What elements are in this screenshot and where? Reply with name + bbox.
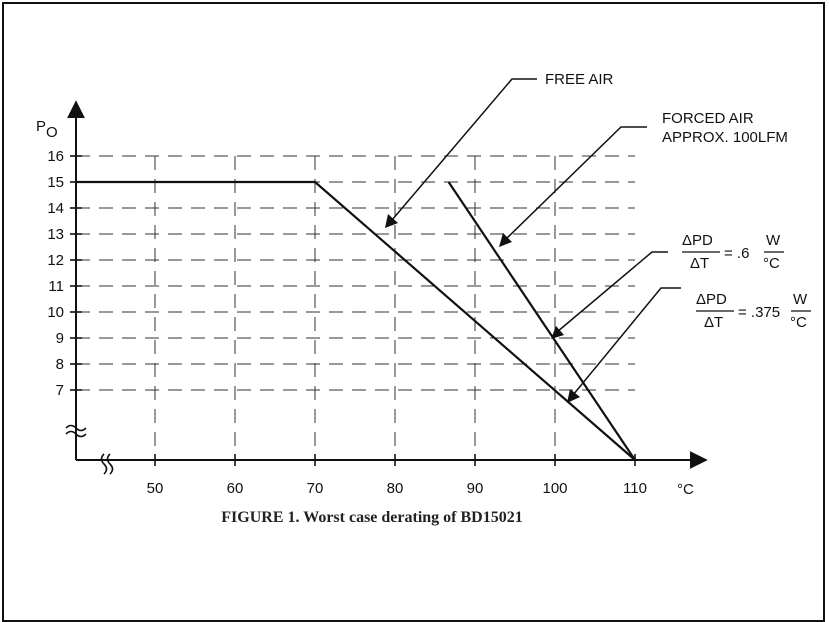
slope-06-denominator: ΔT — [690, 255, 709, 272]
series-line-forced-air — [447, 181, 636, 461]
slope-06-numerator: ΔPD — [682, 232, 713, 249]
series-line-free-air — [76, 180, 636, 461]
x-axis-label: °C — [677, 481, 694, 498]
annotation-forced-air-line1: FORCED AIR — [662, 110, 754, 127]
slope-0375-numerator: ΔPD — [696, 291, 727, 308]
annotation-forced-air-line2: APPROX. 100LFM — [662, 129, 788, 146]
y-tick-label-11: 11 — [48, 278, 64, 295]
y-tick-label-9: 9 — [56, 330, 64, 347]
slope-06-unit-num: W — [766, 232, 781, 249]
x-tick-labels: 50 60 70 80 90 100 110 — [147, 480, 647, 497]
annotation-forced-air: FORCED AIR APPROX. 100LFM — [499, 110, 788, 247]
figure-caption: FIGURE 1. Worst case derating of BD15021 — [221, 509, 522, 526]
x-tick-label-50: 50 — [147, 480, 164, 497]
y-axis-break — [65, 424, 87, 438]
annotation-free-air: FREE AIR — [385, 71, 614, 228]
x-tick-label-60: 60 — [227, 480, 244, 497]
annotation-slope-0375: ΔPD ΔT = .375 W °C — [567, 287, 811, 403]
slope-0375-unit-num: W — [793, 291, 808, 308]
derating-chart: 7 8 9 10 11 12 13 14 15 16 50 60 70 80 90 100 110 PO °C… — [36, 71, 811, 526]
x-tick-label-100: 100 — [542, 480, 567, 497]
y-tick-label-7: 7 — [56, 382, 64, 399]
annotation-slope-06: ΔPD ΔT = .6 W °C — [551, 232, 784, 339]
y-tick-label-12: 12 — [47, 252, 64, 269]
y-tick-label-13: 13 — [47, 226, 64, 243]
y-axis-label: PO — [36, 118, 58, 141]
x-tick-label-80: 80 — [387, 480, 404, 497]
slope-06-unit-den: °C — [763, 255, 780, 272]
y-tick-label-14: 14 — [47, 200, 64, 217]
slope-0375-denominator: ΔT — [704, 314, 723, 331]
slope-06-value: = .6 — [724, 245, 749, 262]
axes — [65, 100, 708, 475]
y-tick-label-15: 15 — [47, 174, 64, 191]
x-tick-label-90: 90 — [467, 480, 484, 497]
y-tick-label-8: 8 — [56, 356, 64, 373]
slope-0375-unit-den: °C — [790, 314, 807, 331]
y-tick-label-16: 16 — [47, 148, 64, 165]
x-axis-break — [100, 453, 114, 475]
slope-0375-value: = .375 — [738, 304, 780, 321]
y-tick-labels: 7 8 9 10 11 12 13 14 15 16 — [47, 148, 64, 399]
x-tick-label-70: 70 — [307, 480, 324, 497]
x-tick-label-110: 110 — [623, 480, 647, 497]
annotation-free-air-label: FREE AIR — [545, 71, 614, 88]
grid-lines — [76, 155, 635, 460]
y-tick-label-10: 10 — [47, 304, 64, 321]
series-lines — [76, 180, 636, 461]
